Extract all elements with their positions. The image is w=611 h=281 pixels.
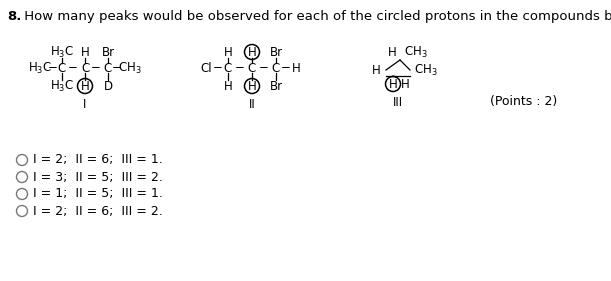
- Text: III: III: [393, 96, 403, 108]
- Text: H: H: [291, 62, 301, 74]
- Text: H: H: [247, 80, 257, 92]
- Text: H$_3$C: H$_3$C: [50, 44, 74, 60]
- Text: Br: Br: [269, 46, 282, 58]
- Text: C: C: [248, 62, 256, 74]
- Text: H: H: [387, 46, 397, 58]
- Text: Br: Br: [101, 46, 115, 58]
- Text: −: −: [281, 62, 291, 74]
- Text: D: D: [103, 80, 112, 92]
- Text: H: H: [81, 46, 89, 58]
- Text: −: −: [235, 62, 245, 74]
- Text: C: C: [58, 62, 66, 74]
- Text: −: −: [213, 62, 223, 74]
- Text: CH$_3$: CH$_3$: [404, 44, 428, 60]
- Text: II: II: [249, 98, 255, 110]
- Text: −: −: [259, 62, 269, 74]
- Text: H: H: [247, 46, 257, 58]
- Text: I: I: [83, 98, 87, 110]
- Text: C: C: [224, 62, 232, 74]
- Text: CH$_3$: CH$_3$: [118, 60, 142, 76]
- Text: H: H: [224, 80, 232, 92]
- Text: −: −: [91, 62, 101, 74]
- Text: Cl: Cl: [200, 62, 212, 74]
- Text: I = 2;  II = 6;  III = 1.: I = 2; II = 6; III = 1.: [33, 153, 163, 167]
- Text: H$_3$C: H$_3$C: [28, 60, 52, 76]
- Text: −: −: [48, 62, 58, 74]
- Text: H: H: [224, 46, 232, 58]
- Text: H$_3$C: H$_3$C: [50, 78, 74, 94]
- Text: H: H: [371, 64, 381, 76]
- Text: C: C: [272, 62, 280, 74]
- Text: H: H: [389, 78, 397, 90]
- Text: I = 1;  II = 5;  III = 1.: I = 1; II = 5; III = 1.: [33, 187, 163, 201]
- Text: C: C: [81, 62, 89, 74]
- Text: −: −: [68, 62, 78, 74]
- Text: −: −: [112, 62, 122, 74]
- Text: (Points : 2): (Points : 2): [490, 96, 557, 108]
- Text: I = 2;  II = 6;  III = 2.: I = 2; II = 6; III = 2.: [33, 205, 163, 217]
- Text: H: H: [401, 78, 409, 90]
- Text: How many peaks would be observed for each of the circled protons in the compound: How many peaks would be observed for eac…: [20, 10, 611, 23]
- Text: I = 3;  II = 5;  III = 2.: I = 3; II = 5; III = 2.: [33, 171, 163, 183]
- Text: H: H: [81, 80, 89, 92]
- Text: Br: Br: [269, 80, 282, 92]
- Text: CH$_3$: CH$_3$: [414, 62, 437, 78]
- Text: C: C: [104, 62, 112, 74]
- Text: 8.: 8.: [7, 10, 21, 23]
